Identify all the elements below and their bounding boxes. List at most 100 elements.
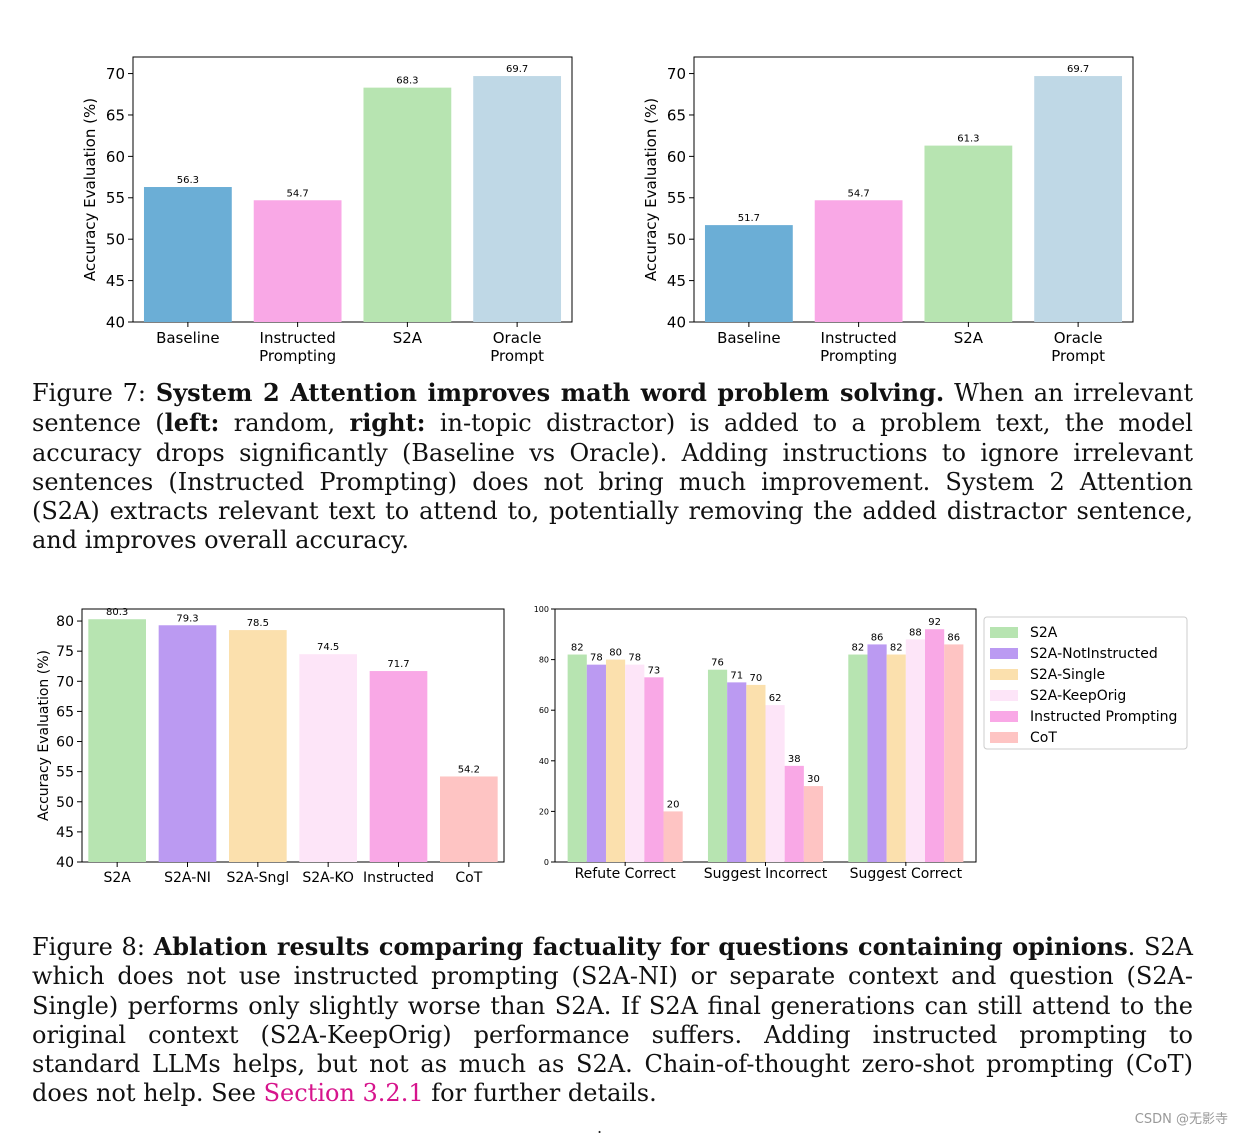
chart-fig7-right-svg: 40 45 50 55 60 65 70 Accuracy Evaluation (%) 51.… — [642, 56, 1134, 365]
chart-fig8-left-svg: 40 45 50 55 60 65 70 75 80 Accuracy Evaluation (%… — [36, 607, 505, 886]
fig8-label: Figure 8: — [32, 933, 145, 961]
y-tick-label: 65 — [106, 106, 125, 124]
bar-value-label: 79.3 — [176, 613, 198, 624]
bar — [228, 630, 287, 862]
bar — [905, 639, 926, 862]
bar — [158, 625, 217, 862]
bar-value-label: 78 — [590, 653, 603, 664]
y-tick-label: 40 — [56, 855, 74, 871]
fig7-text-1: When an irrelevant sentence ( — [32, 379, 1194, 438]
bar — [1034, 76, 1123, 322]
bar-value-label: 71 — [730, 670, 743, 681]
x-tick-label: Prompt — [1051, 347, 1105, 365]
bar — [473, 76, 562, 322]
bar — [143, 187, 232, 322]
section-link[interactable]: Section 3.2.1 — [263, 1079, 424, 1108]
x-tick-label: Suggest Correct — [850, 866, 963, 882]
y-tick-label: 60 — [539, 706, 549, 715]
bar — [784, 765, 804, 862]
bar-value-label: 88 — [909, 627, 922, 638]
bar-value-label: 54.7 — [847, 188, 869, 199]
y-tick-label: 70 — [106, 65, 125, 83]
y-tick-label: 80 — [539, 656, 549, 665]
watermark: CSDN @无影寺 — [1134, 1112, 1228, 1127]
chart-fig8-left: 40 45 50 55 60 65 70 75 80 Accuracy Evaluation (%… — [30, 598, 510, 888]
x-tick-label: S2A-Sngl — [227, 870, 290, 886]
plot-frame — [693, 56, 1134, 323]
bar-value-label: 86 — [871, 632, 884, 643]
fig8-text-2: for further details. — [431, 1079, 657, 1108]
bar-value-label: 82 — [571, 643, 584, 654]
y-tick-label: 60 — [106, 148, 125, 166]
bar-value-label: 38 — [788, 754, 801, 765]
bar-value-label: 86 — [947, 632, 960, 643]
bar-value-label: 74.5 — [317, 642, 339, 653]
bar-value-label: 80.3 — [106, 607, 128, 618]
y-tick-label: 70 — [667, 65, 686, 83]
bar-value-label: 68.3 — [396, 76, 418, 87]
y-tick-label: 40 — [106, 313, 125, 331]
bar — [88, 619, 147, 862]
legend-swatch — [990, 690, 1018, 701]
bar-value-label: 56.3 — [177, 175, 199, 186]
bar — [867, 644, 887, 862]
y-tick-label: 40 — [539, 757, 549, 766]
fig7-left-label: left: — [164, 408, 220, 438]
x-tick-label: Baseline — [717, 329, 781, 347]
bar — [848, 654, 868, 862]
bar-value-label: 69.7 — [506, 64, 528, 75]
y-tick-label: 55 — [56, 765, 74, 781]
plot-frame — [132, 56, 573, 323]
bar — [765, 705, 785, 862]
fig8-bold-title: Ablation results comparing factuality fo… — [153, 932, 1128, 961]
bar-value-label: 76 — [711, 658, 724, 669]
x-tick-label: S2A — [393, 329, 423, 347]
legend-label: CoT — [1030, 730, 1057, 746]
chart-fig7-right: 40 45 50 55 60 65 70 Accuracy Evaluation (%) 51.… — [631, 50, 1151, 370]
y-axis-label: Accuracy Evaluation (%) — [642, 98, 660, 281]
x-tick-label: Prompting — [820, 347, 897, 365]
y-tick-label: 100 — [534, 605, 549, 614]
bar — [746, 684, 766, 862]
chart-fig8-right-svg: 0 20 40 60 80 100 82 78 80 78 73 20 Refute Correct 76… — [534, 605, 1188, 882]
bar — [369, 671, 428, 862]
x-tick-label: Prompt — [490, 347, 544, 365]
y-tick-label: 45 — [106, 272, 125, 290]
y-tick-label: 50 — [667, 231, 686, 249]
bar — [814, 200, 903, 322]
bar — [704, 225, 793, 322]
bar-value-label: 80 — [609, 648, 622, 659]
legend-box — [983, 616, 1188, 750]
bar-value-label: 62 — [769, 693, 782, 704]
y-tick-label: 20 — [539, 807, 549, 816]
fig8-text-1: . S2A which does not use instructed prom… — [32, 933, 1193, 1108]
bar — [605, 659, 626, 862]
legend-label: S2A-Single — [1030, 667, 1105, 683]
y-tick-label: 50 — [106, 231, 125, 249]
x-tick-label: CoT — [455, 870, 482, 886]
fig7-label: Figure 7: — [32, 379, 147, 407]
bar-value-label: 78 — [628, 653, 641, 664]
chart-fig7-left: 40 45 50 55 60 65 70 Accuracy Evaluation (%) 56.… — [70, 50, 590, 370]
bar — [439, 776, 498, 862]
fig7-bold-title: System 2 Attention improves math word pr… — [155, 378, 945, 407]
y-tick-label: 70 — [56, 674, 74, 690]
bar-value-label: 70 — [750, 673, 763, 684]
bar — [586, 664, 606, 862]
legend-swatch — [990, 711, 1018, 722]
legend-swatch — [990, 669, 1018, 680]
fig7-text-2: random, — [233, 409, 336, 438]
x-tick-label: S2A-KO — [302, 870, 354, 886]
x-tick-label: Oracle — [493, 329, 542, 347]
bar — [707, 669, 728, 862]
chart-fig8-right: 0 20 40 60 80 100 82 78 80 78 73 20 Refute Correct 76… — [520, 598, 1195, 888]
y-tick-label: 60 — [56, 735, 74, 751]
bar-value-label: 69.7 — [1067, 64, 1089, 75]
bar-value-label: 73 — [648, 665, 661, 676]
legend-label: S2A-KeepOrig — [1030, 688, 1126, 704]
bar — [803, 786, 824, 862]
bar — [644, 677, 664, 862]
legend-label: S2A — [1030, 625, 1058, 641]
plot-frame — [81, 608, 505, 863]
bar-value-label: 82 — [890, 643, 903, 654]
